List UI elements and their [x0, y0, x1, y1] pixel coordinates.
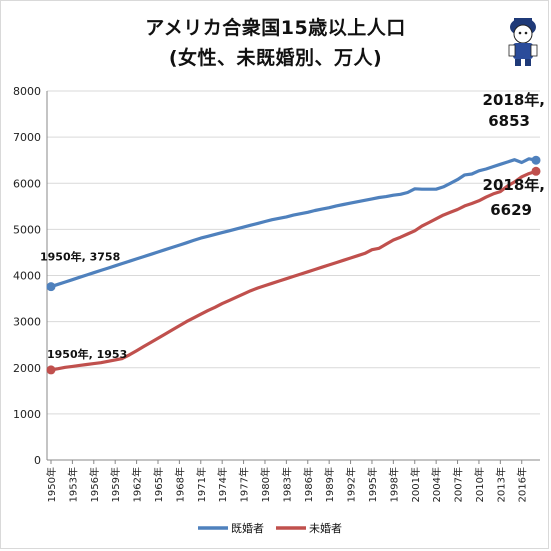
x-tick-label: 2013年	[494, 467, 507, 502]
series-line-1	[50, 169, 537, 372]
x-tick-label: 1995年	[366, 467, 379, 502]
x-tick-label: 2016年	[516, 467, 529, 502]
y-axis-ticks: 0 1000 2000 3000 4000 5000 6000 7000 8000	[13, 85, 41, 467]
x-tick-label: 1974年	[216, 467, 229, 502]
x-tick-label: 2007年	[452, 467, 465, 502]
annotations: 1950年, 3758 1950年, 1953 2018年, 6853 2018年, 66…	[40, 91, 545, 361]
x-tick-label: 1968年	[173, 467, 186, 502]
x-tick-label: 1956年	[88, 467, 101, 502]
x-tick-label: 1977年	[238, 467, 251, 502]
x-tick-label: 1965年	[152, 467, 165, 502]
annotation-start-married: 1950年, 3758	[40, 250, 120, 264]
x-tick-label: 1986年	[302, 467, 315, 502]
legend-label-0: 既婚者	[231, 521, 264, 535]
x-axis-ticks: 1950年 1953年 1956年 1959年 1962年 1965年 1968年 1971年…	[45, 460, 529, 502]
y-tick-label: 8000	[13, 85, 41, 98]
x-tick-label: 2010年	[473, 467, 486, 502]
annotation-end-married-line2: 6853	[488, 112, 530, 130]
annotation-start-unmarried: 1950年, 1953	[47, 347, 127, 361]
end-point-0	[531, 155, 541, 165]
end-point-1	[531, 166, 541, 176]
series-line-0	[50, 157, 537, 289]
y-tick-label: 2000	[13, 362, 41, 375]
x-tick-label: 1989年	[323, 467, 336, 502]
y-tick-label: 7000	[13, 131, 41, 144]
x-tick-label: 1971年	[195, 467, 208, 502]
y-tick-label: 5000	[13, 223, 41, 236]
x-tick-label: 1998年	[387, 467, 400, 502]
chart-subtitle: (女性、未既婚別、万人)	[168, 47, 383, 69]
x-tick-label: 2001年	[409, 467, 422, 502]
x-tick-label: 1992年	[345, 467, 358, 502]
x-tick-label: 1962年	[131, 467, 144, 502]
y-tick-label: 1000	[13, 408, 41, 421]
y-tick-label: 4000	[13, 270, 41, 283]
x-tick-label: 1980年	[259, 467, 272, 502]
start-point-0	[46, 282, 56, 292]
series-lines	[46, 155, 541, 375]
x-tick-label: 1950年	[45, 467, 58, 502]
y-tick-label: 3000	[13, 316, 41, 329]
chart-title: アメリカ合衆国15歳以上人口	[145, 17, 406, 39]
annotation-end-married-line1: 2018年,	[483, 91, 545, 109]
legend-label-1: 未婚者	[309, 521, 342, 535]
mascot-icon	[508, 18, 538, 66]
y-tick-label: 0	[34, 454, 41, 467]
legend: 既婚者 未婚者	[198, 521, 342, 535]
annotation-end-unmarried-line1: 2018年,	[483, 176, 545, 194]
x-tick-label: 2004年	[430, 467, 443, 502]
x-tick-label: 1953年	[66, 467, 79, 502]
y-tick-label: 6000	[13, 177, 41, 190]
x-tick-label: 1983年	[280, 467, 293, 502]
start-point-1	[46, 365, 56, 375]
annotation-end-unmarried-line2: 6629	[490, 201, 532, 219]
x-tick-label: 1959年	[109, 467, 122, 502]
